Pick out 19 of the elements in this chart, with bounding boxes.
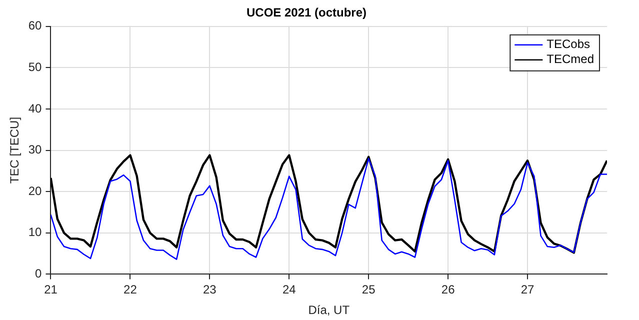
- y-tick-label: 40: [28, 101, 42, 116]
- y-tick-label: 10: [28, 225, 42, 240]
- x-tick-label: 24: [282, 282, 296, 297]
- x-tick-label: 23: [202, 282, 217, 297]
- legend-label: TECobs: [546, 37, 590, 52]
- x-tick-label: 26: [441, 282, 456, 297]
- y-tick-label: 20: [28, 184, 42, 198]
- legend-label: TECmed: [546, 52, 594, 66]
- y-tick-label: 50: [28, 60, 42, 74]
- x-tick-label: 21: [44, 282, 58, 297]
- x-axis-title: Día, UT: [308, 303, 350, 318]
- x-tick-label: 27: [520, 282, 535, 297]
- y-tick-label: 30: [28, 142, 42, 157]
- y-tick-label: 60: [28, 18, 42, 33]
- x-tick-label: 25: [362, 282, 376, 297]
- x-tick-label: 22: [124, 282, 138, 297]
- chart-title: UCOE 2021 (octubre): [246, 6, 367, 20]
- y-tick-label: 0: [35, 266, 42, 281]
- y-axis-title: TEC [TECU]: [8, 116, 22, 184]
